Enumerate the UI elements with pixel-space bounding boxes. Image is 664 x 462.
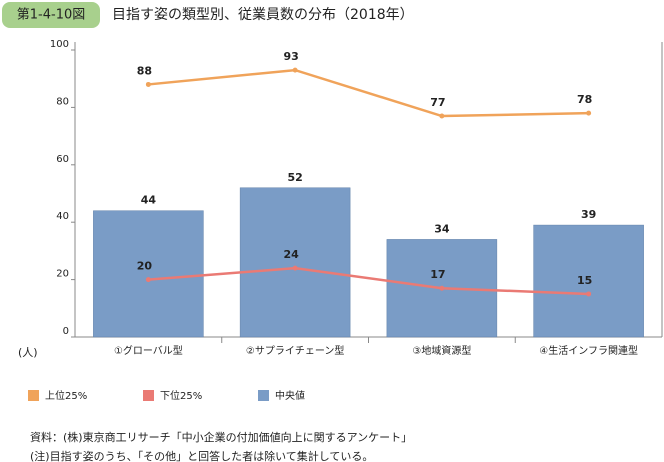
legend-label: 下位25%	[160, 389, 202, 402]
data-label: 20	[137, 260, 153, 273]
y-tick-label: 100	[50, 39, 69, 50]
legend-label: 中央値	[275, 389, 305, 402]
x-tick-label: ③地域資源型	[412, 344, 471, 357]
data-label: 77	[430, 96, 445, 109]
footnote: (注)目指す姿のうち、「その他」と回答した者は除いて集計している。	[30, 449, 373, 462]
line-point	[145, 81, 151, 87]
x-tick-label: ②サプライチェーン型	[246, 344, 344, 357]
x-tick-label: ④生活インフラ関連型	[539, 344, 638, 357]
data-label: 88	[137, 64, 152, 77]
y-tick-label: 0	[63, 326, 69, 337]
data-label: 15	[577, 274, 592, 287]
data-label: 39	[581, 208, 596, 221]
data-label: 78	[577, 93, 592, 106]
data-label: 17	[430, 268, 445, 281]
data-label: 44	[141, 194, 157, 207]
data-label: 34	[434, 222, 450, 235]
y-tick-label: 40	[56, 211, 69, 222]
line-point	[292, 265, 298, 271]
data-label: 93	[283, 50, 298, 63]
y-tick-label: 60	[56, 154, 69, 165]
line-point	[145, 277, 151, 283]
x-tick-label: ①グローバル型	[114, 344, 183, 357]
y-tick-label: 80	[56, 96, 69, 107]
line-point	[439, 285, 445, 291]
line	[148, 266, 589, 296]
source-note: 資料：(株)東京商工リサーチ「中小企業の付加価値向上に関するアンケート」	[30, 430, 412, 444]
chart-title: 目指す姿の類型別、従業員数の分布（2018年）	[112, 7, 414, 23]
line-point	[292, 67, 298, 73]
legend-swatch	[258, 390, 269, 401]
bar	[533, 224, 644, 338]
data-label: 24	[283, 248, 299, 261]
legend-swatch	[143, 390, 154, 401]
y-tick-label: 20	[56, 269, 69, 280]
legend-swatch	[28, 390, 39, 401]
line-point	[586, 110, 592, 116]
line	[148, 68, 589, 118]
figure-label: 第1-4-10図	[17, 8, 85, 23]
figure-badge	[2, 2, 100, 28]
data-label: 52	[287, 171, 302, 184]
legend-label: 上位25%	[45, 389, 87, 402]
line-point	[439, 113, 445, 119]
bar	[93, 210, 204, 338]
line-point	[586, 291, 592, 297]
bar	[239, 187, 351, 338]
y-axis-label: (人)	[18, 346, 38, 359]
